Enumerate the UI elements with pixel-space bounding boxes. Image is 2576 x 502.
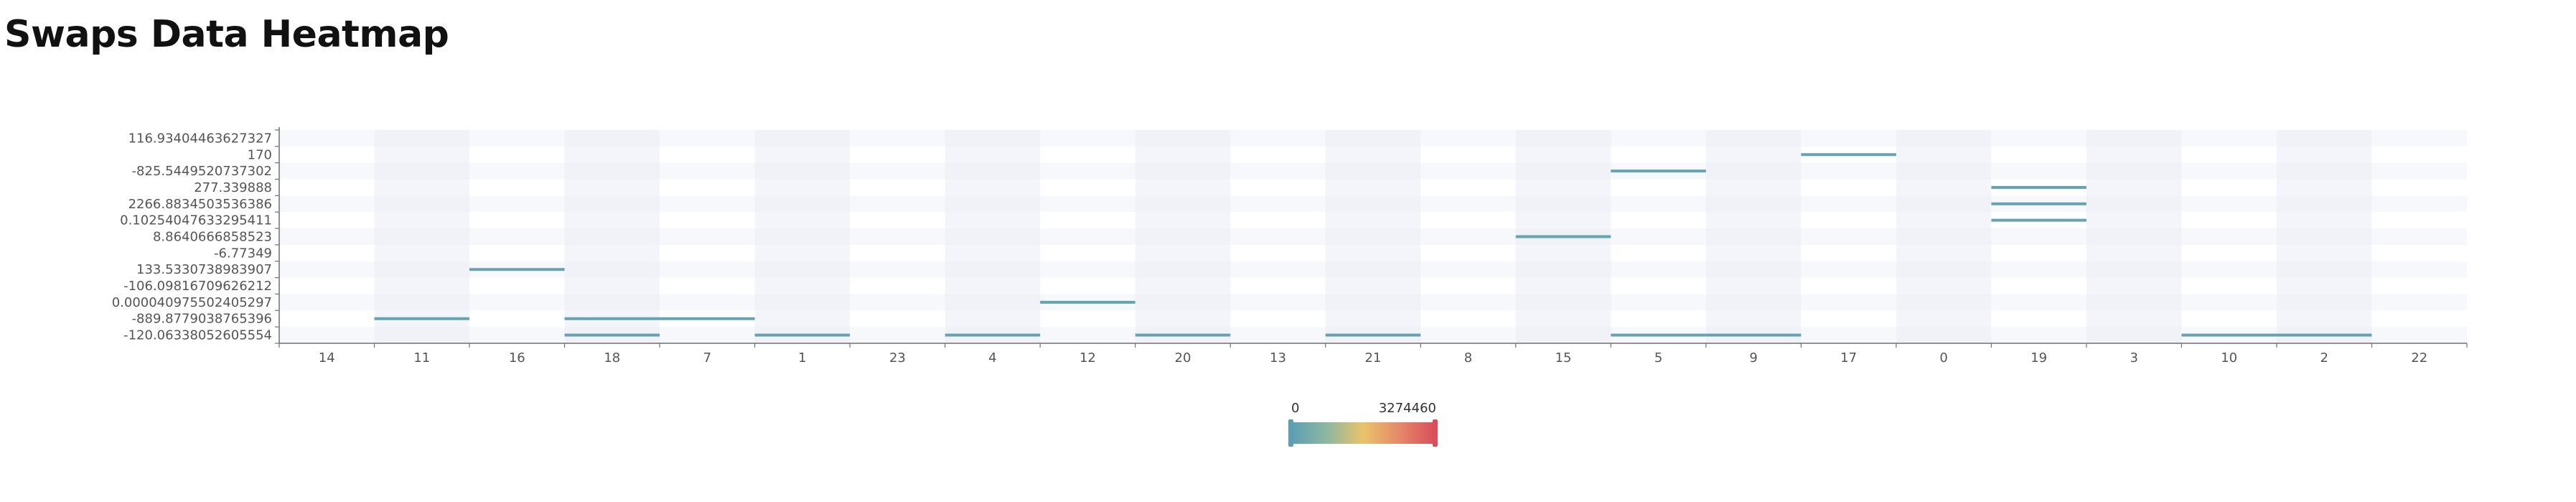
visual-map-bar[interactable] bbox=[1291, 422, 1435, 444]
heatmap-cells bbox=[374, 153, 2372, 337]
row-band bbox=[279, 130, 2467, 147]
heatmap-cell[interactable] bbox=[1515, 235, 1611, 238]
x-tick-label: 12 bbox=[1079, 350, 1096, 366]
x-tick-label: 0 bbox=[1939, 350, 1947, 366]
row-band bbox=[279, 195, 2467, 213]
x-tick-label: 8 bbox=[1464, 350, 1472, 366]
x-tick-label: 15 bbox=[1555, 350, 1572, 366]
heatmap-cell[interactable] bbox=[564, 317, 660, 320]
y-tick-label: -825.5449520737302 bbox=[132, 164, 272, 179]
heatmap-cell[interactable] bbox=[1040, 300, 1135, 304]
y-tick-label: 8.8640666858523 bbox=[153, 230, 272, 245]
x-tick-label: 17 bbox=[1840, 350, 1857, 366]
heatmap-cell[interactable] bbox=[660, 317, 755, 320]
column-band bbox=[754, 130, 851, 343]
x-tick-label: 3 bbox=[2130, 350, 2137, 366]
y-tick-label: -120.06338052605554 bbox=[123, 328, 272, 343]
x-tick-label: 23 bbox=[889, 350, 906, 366]
y-tick-label: -889.8779038765396 bbox=[132, 312, 272, 327]
heatmap-cell[interactable] bbox=[1611, 333, 1706, 337]
x-tick-label: 1 bbox=[798, 350, 806, 366]
heatmap-cell[interactable] bbox=[469, 268, 565, 271]
y-tick-label: 277.339888 bbox=[194, 180, 272, 195]
heatmap-cell[interactable] bbox=[1325, 333, 1421, 337]
heatmap-cell[interactable] bbox=[1705, 333, 1802, 337]
x-tick-label: 19 bbox=[2031, 350, 2047, 366]
column-band bbox=[1896, 130, 1992, 343]
chart-title: Swaps Data Heatmap bbox=[4, 13, 449, 56]
heatmap-cell[interactable] bbox=[754, 333, 851, 337]
column-band bbox=[1135, 130, 1231, 343]
row-band bbox=[279, 228, 2467, 245]
column-band bbox=[2086, 130, 2182, 343]
x-tick-label: 13 bbox=[1270, 350, 1286, 366]
x-tick-label: 4 bbox=[988, 350, 996, 366]
heatmap-cell[interactable] bbox=[1801, 153, 1896, 157]
x-tick-label: 5 bbox=[1654, 350, 1662, 366]
x-tick-label: 21 bbox=[1365, 350, 1382, 366]
row-band bbox=[279, 261, 2467, 278]
column-band bbox=[564, 130, 660, 343]
visual-map-handle-max[interactable] bbox=[1433, 419, 1438, 447]
y-tick-label: 170 bbox=[248, 147, 272, 162]
x-tick-label: 2 bbox=[2320, 350, 2328, 366]
y-tick-label: 2266.8834503536386 bbox=[128, 197, 272, 212]
column-band bbox=[1325, 130, 1421, 343]
column-band bbox=[1705, 130, 1802, 343]
x-tick-label: 16 bbox=[509, 350, 525, 366]
visual-map-max-label: 3274460 bbox=[1379, 401, 1436, 416]
x-tick-label: 9 bbox=[1749, 350, 1757, 366]
x-tick-label: 14 bbox=[319, 350, 335, 366]
x-tick-label: 10 bbox=[2221, 350, 2237, 366]
visual-map-handle-min[interactable] bbox=[1288, 419, 1293, 447]
x-tick-label: 20 bbox=[1175, 350, 1191, 366]
heatmap-cell[interactable] bbox=[1991, 202, 2086, 205]
heatmap-cell[interactable] bbox=[374, 317, 470, 320]
heatmap-cell[interactable] bbox=[2276, 333, 2372, 337]
heatmap-cell[interactable] bbox=[1135, 333, 1231, 337]
x-tick-label: 7 bbox=[703, 350, 711, 366]
y-tick-label: -6.77349 bbox=[214, 246, 272, 261]
heatmap-cell[interactable] bbox=[564, 333, 660, 337]
y-tick-label: 133.5330738983907 bbox=[136, 262, 272, 277]
row-band bbox=[279, 294, 2467, 311]
heatmap-cell[interactable] bbox=[1991, 218, 2086, 222]
column-band bbox=[374, 130, 470, 343]
x-tick-label: 22 bbox=[2411, 350, 2427, 366]
x-tick-label: 18 bbox=[604, 350, 620, 366]
heatmap-cell[interactable] bbox=[945, 333, 1041, 337]
column-band bbox=[945, 130, 1041, 343]
x-tick-label: 11 bbox=[413, 350, 430, 366]
visual-map-min-label: 0 bbox=[1291, 401, 1299, 416]
heatmap-cell[interactable] bbox=[2181, 333, 2277, 337]
row-band bbox=[279, 162, 2467, 180]
visual-map[interactable]: 0 3274460 bbox=[1288, 401, 1438, 447]
column-band bbox=[2276, 130, 2372, 343]
y-tick-label: -106.09816709626212 bbox=[123, 279, 272, 294]
heatmap-cell[interactable] bbox=[1991, 185, 2086, 189]
y-tick-label: 0.000040975502405297 bbox=[112, 295, 272, 310]
y-tick-label: 116.93404463627327 bbox=[128, 131, 272, 146]
heatmap-cell[interactable] bbox=[1611, 169, 1706, 173]
axes: -120.06338052605554-889.8779038765396 0.0… bbox=[112, 127, 2468, 366]
y-tick-label: 0.10254047633295411 bbox=[120, 213, 272, 228]
split-area-bands bbox=[279, 130, 2467, 343]
